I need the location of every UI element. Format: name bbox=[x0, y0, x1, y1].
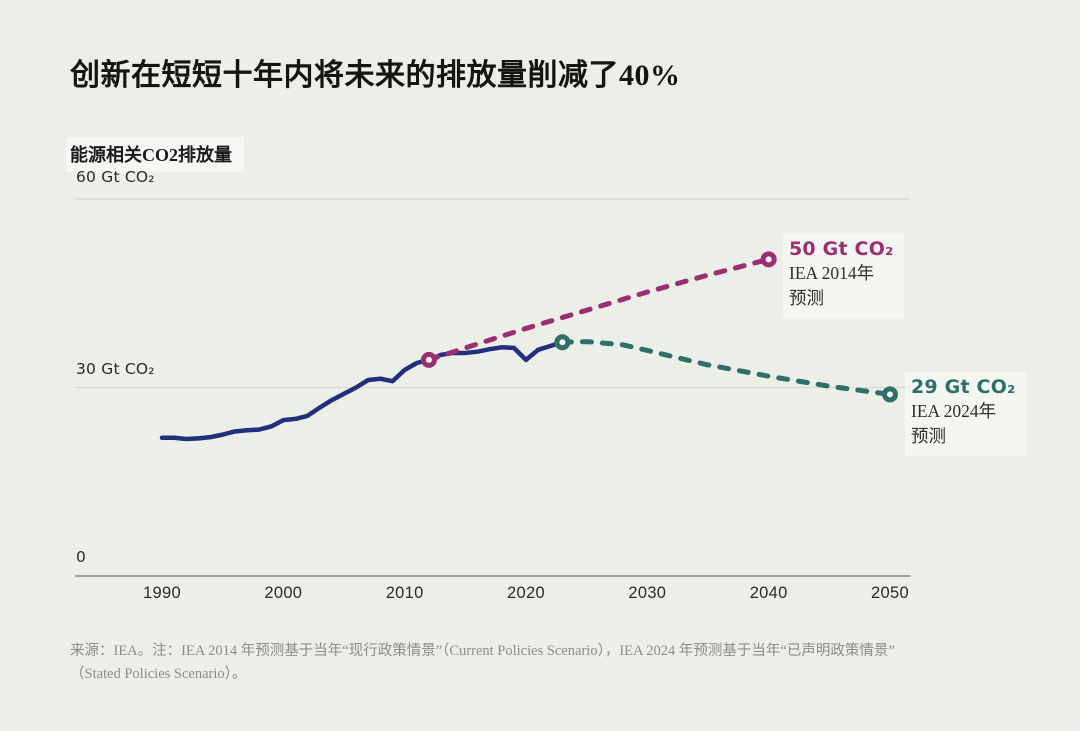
y-axis-label-0: 0 bbox=[76, 548, 87, 566]
x-tick-label: 2050 bbox=[871, 584, 909, 602]
source-note: 来源：IEA。注：IEA 2014 年预测基于当年“现行政策情景”（Curren… bbox=[70, 640, 1030, 686]
annotation-source-line: IEA 2014年 bbox=[789, 263, 875, 283]
x-tick-label: 2030 bbox=[628, 584, 667, 602]
y-axis-label-60: 60 Gt CO₂ bbox=[76, 168, 155, 186]
series-historical bbox=[159, 340, 565, 442]
source-note-line1: 来源：IEA。注：IEA 2014 年预测基于当年“现行政策情景”（Curren… bbox=[70, 643, 895, 659]
source-note-line2: （Stated Policies Scenario）。 bbox=[70, 666, 247, 683]
x-tick-label: 2040 bbox=[749, 584, 788, 602]
endpoint-ring-iea2014 bbox=[760, 251, 777, 268]
endpoint-ring-iea2024 bbox=[554, 334, 571, 351]
endpoint-ring-iea2014 bbox=[420, 351, 437, 368]
x-tick-label: 2020 bbox=[507, 584, 545, 602]
series-iea2014 bbox=[426, 256, 772, 363]
endpoint-ring-iea2024 bbox=[881, 386, 898, 403]
data-series bbox=[159, 256, 893, 442]
annotation-iea-2024-forecast: 29 Gt CO₂ IEA 2024年 预测 bbox=[905, 372, 1026, 457]
annotation-source-line: IEA 2024年 bbox=[911, 401, 997, 421]
annotation-value-50gt: 50 Gt CO₂ bbox=[789, 238, 894, 260]
page-title: 创新在短短十年内将未来的排放量削减了40% bbox=[70, 59, 681, 92]
endpoint-markers bbox=[420, 251, 898, 403]
annotation-source-line: 预测 bbox=[789, 288, 824, 309]
chart-subtitle: 能源相关CO2排放量 bbox=[66, 137, 244, 172]
gridlines bbox=[75, 198, 910, 577]
x-tick-label: 2000 bbox=[264, 584, 303, 602]
annotation-source-line: 预测 bbox=[911, 426, 946, 447]
x-tick-label: 1990 bbox=[143, 584, 181, 602]
x-tick-label: 2010 bbox=[385, 584, 424, 602]
series-iea2024 bbox=[559, 339, 893, 397]
y-axis-label-30: 30 Gt CO₂ bbox=[76, 360, 155, 378]
annotation-value-29gt: 29 Gt CO₂ bbox=[911, 376, 1016, 398]
annotation-iea-2014-forecast: 50 Gt CO₂ IEA 2014年 预测 bbox=[783, 234, 904, 319]
